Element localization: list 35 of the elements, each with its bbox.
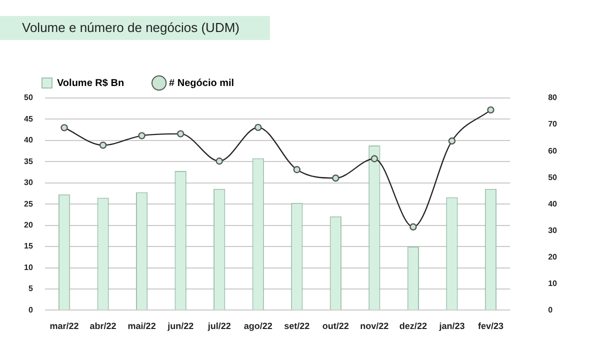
y2-tick-label: 40 — [548, 199, 558, 208]
y-tick-label: 25 — [24, 199, 34, 208]
y-tick-label: 50 — [24, 93, 34, 102]
chart-title: Volume e número de negócios (UDM) — [0, 16, 270, 40]
y2-tick-label: 0 — [548, 305, 554, 314]
x-tick-label: jun/22 — [166, 321, 194, 332]
x-tick-label: out/22 — [322, 321, 349, 332]
y-tick-label: 20 — [24, 220, 34, 230]
x-tick-label: ago/22 — [244, 321, 272, 332]
y2-tick-label: 60 — [548, 146, 558, 156]
y2-tick-label: 50 — [548, 172, 558, 182]
y-tick-label: 30 — [24, 178, 34, 188]
x-tick-label: jan/23 — [438, 321, 465, 332]
y-tick-label: 10 — [24, 262, 34, 272]
y-tick-label: 15 — [24, 242, 34, 251]
y-tick-label: 0 — [28, 305, 34, 314]
x-tick-label: set/22 — [284, 321, 310, 332]
legend-label: Volume R$ Bn — [57, 78, 124, 89]
legend-label: # Negócio mil — [169, 78, 234, 89]
y-tick-label: 5 — [28, 284, 34, 294]
y2-tick-label: 10 — [548, 278, 558, 288]
x-tick-label: fev/23 — [478, 321, 504, 332]
y-tick-label: 35 — [24, 156, 34, 166]
x-tick-label: mar/22 — [50, 321, 79, 332]
y2-tick-label: 70 — [548, 120, 558, 129]
y2-tick-label: 80 — [548, 93, 558, 102]
y2-tick-label: 20 — [548, 252, 558, 262]
x-tick-label: abr/22 — [90, 321, 116, 332]
x-tick-label: jul/22 — [206, 321, 231, 332]
x-tick-label: dez/22 — [399, 321, 427, 332]
y2-tick-label: 30 — [548, 226, 558, 235]
x-tick-label: nov/22 — [360, 321, 389, 332]
y-tick-label: 45 — [24, 114, 34, 124]
y-tick-label: 40 — [24, 136, 34, 145]
x-tick-label: mai/22 — [128, 321, 156, 332]
